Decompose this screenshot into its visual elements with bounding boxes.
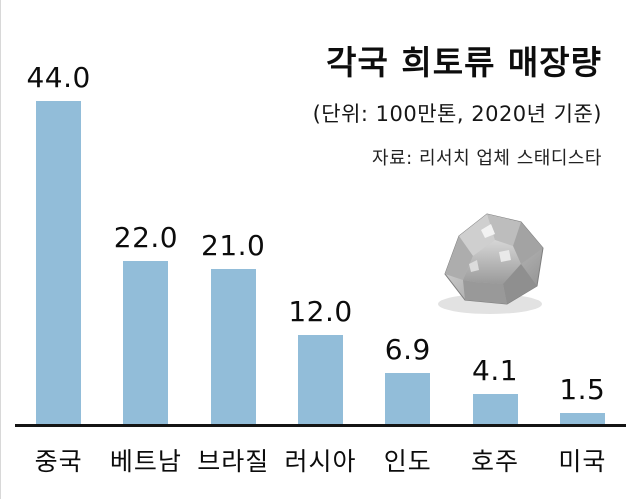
bar — [297, 335, 343, 424]
bar-value-label: 44.0 — [26, 61, 91, 94]
category-label: 베트남 — [109, 447, 182, 476]
category-row: 중국 베트남 브라질 러시아 인도 호주 미국 — [15, 437, 626, 483]
bar-column: 12.0 — [277, 61, 364, 424]
bar-value-label: 21.0 — [201, 229, 266, 262]
bar-column: 44.0 — [15, 61, 102, 424]
bar-column: 6.9 — [364, 61, 451, 424]
chart-source: 자료: 리서치 업체 스태디스타 — [372, 148, 602, 169]
category-label: 브라질 — [197, 447, 270, 476]
chart-title: 각국 희토류 매장량 — [326, 43, 602, 82]
bar — [559, 413, 605, 424]
bar-column: 22.0 — [102, 61, 189, 424]
bar — [210, 269, 256, 424]
category-label: 중국 — [34, 447, 83, 476]
bar-value-label: 12.0 — [288, 295, 353, 328]
category-label: 러시아 — [284, 447, 357, 476]
bar-value-label: 22.0 — [113, 221, 179, 254]
rare-earth-mineral-image — [425, 200, 555, 320]
bar-value-label: 4.1 — [472, 354, 519, 387]
category-label: 호주 — [471, 447, 520, 476]
bar — [472, 394, 518, 424]
bar — [36, 101, 82, 424]
bar-column: 1.5 — [539, 61, 626, 424]
chart-header: 각국 희토류 매장량 (단위: 100만톤, 2020년 기준) 자료: 리서치… — [313, 36, 602, 170]
bar-column: 4.1 — [451, 61, 538, 424]
chart-subtitle: (단위: 100만톤, 2020년 기준) — [312, 102, 602, 126]
category-label: 미국 — [558, 447, 607, 476]
bar-value-label: 6.9 — [384, 333, 431, 366]
bar-chart: 44.0 22.0 21.0 12.0 6.9 4.1 1.5 — [15, 61, 626, 427]
bar — [123, 261, 169, 424]
bar — [385, 373, 431, 424]
category-label: 인도 — [383, 447, 432, 476]
bar-value-label: 1.5 — [559, 373, 606, 406]
bar-column: 21.0 — [190, 61, 277, 424]
